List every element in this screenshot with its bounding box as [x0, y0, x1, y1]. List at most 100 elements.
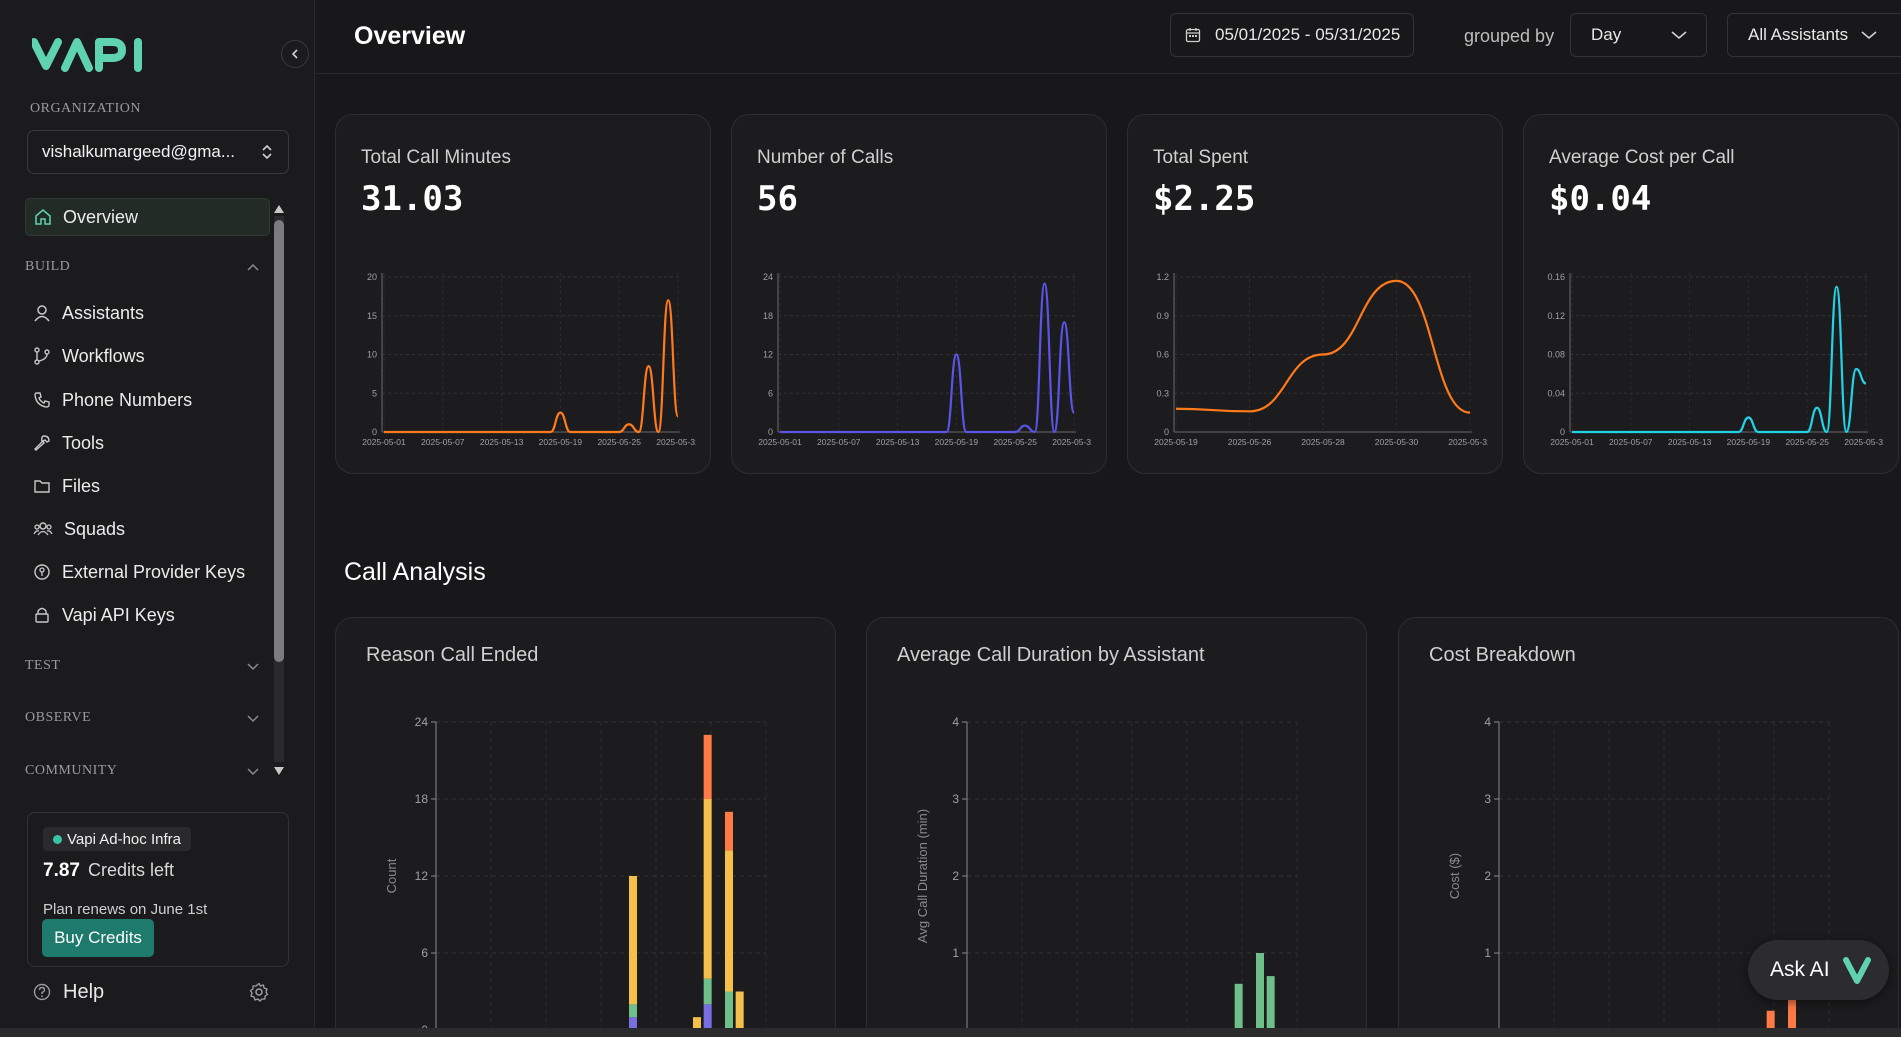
x-tick-label: 2025-05-19 [1154, 437, 1198, 445]
x-tick-label: 2025-05-26 [1228, 437, 1272, 445]
buy-credits-button[interactable]: Buy Credits [42, 919, 154, 957]
x-tick-label: 2025-05-01 [758, 437, 802, 445]
phone-icon [34, 392, 50, 408]
sidebar-item-label: Workflows [62, 345, 145, 366]
y-tick-label: 0.9 [1156, 311, 1169, 321]
vapi-logo[interactable] [32, 36, 148, 72]
bar [1256, 953, 1264, 1030]
sidebar-item-phone-numbers[interactable]: Phone Numbers [25, 381, 270, 419]
assistant-filter-select[interactable]: All Assistants [1727, 13, 1901, 57]
bar-segment [725, 991, 733, 1030]
x-tick-label: 2025-05-07 [817, 437, 861, 445]
y-tick-label: 18 [763, 311, 773, 321]
date-range-picker[interactable]: 05/01/2025 - 05/31/2025 [1170, 13, 1414, 57]
x-tick-label: 2025-05-31 [1844, 437, 1884, 445]
sidebar-item-external-provider-keys[interactable]: External Provider Keys [25, 553, 270, 591]
sidebar-item-label: Vapi API Keys [62, 604, 175, 625]
metric-card-total-call-minutes: Total Call Minutes 31.03 0 5 10 15 20 2025-05… [335, 114, 711, 474]
card-title: Average Call Duration by Assistant [897, 644, 1205, 666]
x-tick-label: 2025-05-31 [1448, 437, 1488, 445]
scrollbar-thumb[interactable] [274, 220, 284, 662]
bar [1788, 987, 1796, 1030]
vapi-v-icon [1842, 957, 1871, 984]
sidebar-item-vapi-api-keys[interactable]: Vapi API Keys [25, 596, 270, 634]
metric-title: Total Call Minutes [361, 147, 511, 168]
y-tick-label: 3 [1484, 792, 1491, 806]
gear-icon[interactable] [249, 982, 269, 1002]
metric-title: Total Spent [1153, 147, 1249, 168]
scroll-down-arrow-icon[interactable] [271, 764, 287, 778]
section-label: BUILD [25, 259, 71, 274]
bar [1266, 976, 1275, 1030]
metric-title: Number of Calls [757, 147, 894, 168]
lock-icon [35, 607, 49, 623]
section-community[interactable]: COMMUNITY [25, 760, 260, 782]
bar [1234, 983, 1243, 1030]
credits-left: 7.87 Credits left [43, 860, 174, 882]
section-label: COMMUNITY [25, 763, 118, 778]
page-title: Overview [354, 22, 466, 50]
section-test[interactable]: TEST [25, 655, 260, 677]
sidebar-item-tools[interactable]: Tools [25, 424, 270, 462]
bar [1766, 1010, 1775, 1030]
total-spent-chart: 0 0.3 0.6 0.9 1.2 2025-05-19 2025-05-26 2025-05… [1154, 272, 1488, 445]
help-link[interactable]: Help [33, 980, 104, 1004]
avg-call-duration-card: Average Call Duration by Assistant 1 2 3 4 A… [866, 617, 1367, 1037]
scroll-up-arrow-icon[interactable] [271, 202, 287, 216]
y-tick-label: 0 [768, 427, 773, 437]
help-circle-icon [33, 983, 51, 1001]
y-tick-label: 0 [372, 427, 377, 437]
folder-icon [34, 480, 50, 493]
y-tick-label: 0.12 [1547, 311, 1565, 321]
sidebar-item-assistants[interactable]: Assistants [25, 294, 270, 332]
collapse-sidebar-button[interactable] [281, 40, 309, 68]
sidebar-item-overview[interactable]: Overview [25, 198, 270, 236]
y-tick-label: 0 [1164, 427, 1169, 437]
bar-segment [703, 978, 712, 1005]
ask-ai-button[interactable]: Ask AI [1748, 940, 1889, 1000]
sidebar-item-squads[interactable]: Squads [25, 510, 270, 548]
sidebar-scrollbar[interactable] [271, 198, 287, 780]
bar-segment [629, 1004, 637, 1018]
metric-card-number-of-calls: Number of Calls 56 0 6 12 18 24 2025-05-01 202… [731, 114, 1107, 474]
x-tick-label: 2025-05-25 [993, 437, 1037, 445]
chevron-down-icon [1861, 31, 1877, 40]
series-line [1175, 279, 1471, 414]
series-line [779, 282, 1076, 434]
x-tick-label: 2025-05-19 [1727, 437, 1771, 445]
workflow-icon [34, 347, 50, 365]
bar-segment [693, 1017, 701, 1030]
reason-call-ended-chart: 06121824Count [384, 715, 767, 1037]
y-tick-label: 0.16 [1547, 272, 1565, 282]
section-build[interactable]: BUILD [25, 256, 260, 278]
y-tick-label: 12 [763, 350, 773, 360]
chevron-down-icon [247, 715, 259, 723]
sidebar-item-workflows[interactable]: Workflows [25, 337, 270, 375]
chevron-down-icon [1671, 31, 1687, 40]
x-tick-label: 2025-05-25 [597, 437, 641, 445]
wrench-icon [34, 435, 50, 451]
bar-segment [703, 734, 712, 799]
assistant-filter-value: All Assistants [1748, 25, 1849, 44]
metric-value: $2.25 [1153, 179, 1256, 219]
sidebar-item-files[interactable]: Files [25, 467, 270, 505]
y-axis-label: Avg Call Duration (min) [915, 809, 930, 943]
credits-value: 7.87 [43, 860, 80, 881]
org-selector[interactable]: vishalkumargeed@gma... [27, 130, 289, 174]
bar-segment [703, 799, 712, 979]
credits-text: Credits left [87, 860, 175, 880]
sidebar-item-label: Files [62, 475, 101, 496]
y-tick-label: 1 [952, 946, 959, 960]
section-observe[interactable]: OBSERVE [25, 707, 260, 729]
sidebar-item-label: Overview [63, 206, 139, 227]
y-tick-label: 4 [952, 715, 959, 729]
group-by-select[interactable]: Day [1570, 13, 1707, 57]
top-header: Overview 05/01/2025 - 05/31/2025 grouped… [316, 0, 1901, 74]
x-tick-label: 2025-05-07 [421, 437, 465, 445]
y-tick-label: 24 [415, 715, 429, 729]
bottom-scrollbar[interactable] [0, 1028, 1901, 1037]
key-circle-icon [34, 564, 50, 580]
x-tick-label: 2025-05-31 [1052, 437, 1092, 445]
y-tick-label: 18 [415, 792, 429, 806]
bar-segment [629, 876, 637, 1005]
